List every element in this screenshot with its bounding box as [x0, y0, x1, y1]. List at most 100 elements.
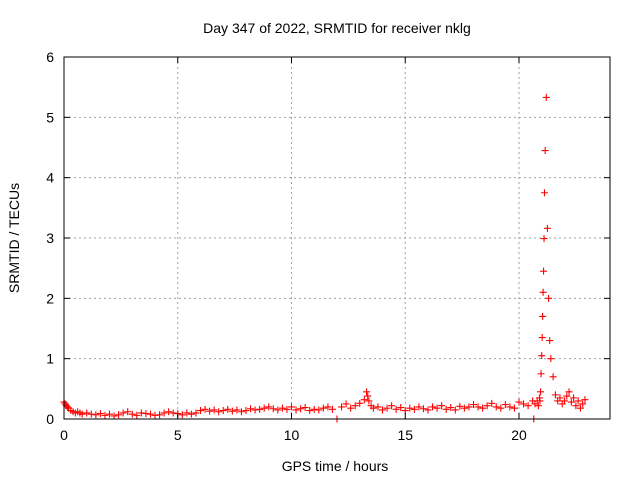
data-point [497, 404, 505, 412]
data-point [197, 407, 204, 415]
data-point [365, 397, 373, 405]
data-point [424, 406, 432, 414]
data-point [429, 403, 437, 411]
data-point [119, 409, 127, 417]
data-point [563, 392, 571, 400]
data-point [406, 404, 414, 412]
x-tick-label: 20 [511, 427, 527, 443]
y-tick-label: 6 [46, 49, 54, 65]
data-point [133, 411, 141, 419]
data-point [142, 410, 150, 418]
data-point [470, 401, 477, 409]
data-point [565, 388, 573, 396]
data-point [351, 402, 359, 410]
data-point [543, 224, 551, 232]
data-point [419, 405, 427, 413]
data-point [567, 398, 575, 406]
data-point [237, 408, 245, 416]
data-point [87, 410, 95, 418]
data-point [538, 352, 546, 360]
data-point [324, 403, 332, 411]
data-point [456, 402, 464, 410]
data-point [356, 399, 364, 407]
chart-title: Day 347 of 2022, SRMTID for receiver nkl… [203, 20, 471, 36]
data-point [540, 235, 548, 243]
data-point [574, 397, 582, 405]
data-point [206, 407, 214, 415]
data-point [539, 288, 547, 296]
y-tick-label: 4 [46, 170, 54, 186]
data-point [537, 370, 545, 378]
data-point [283, 405, 291, 413]
data-point [269, 405, 277, 413]
data-point [78, 410, 86, 418]
data-point [546, 337, 554, 345]
data-point [219, 407, 227, 415]
data-point [561, 397, 568, 405]
data-point [534, 402, 542, 410]
data-point [228, 407, 236, 415]
data-point [483, 402, 491, 410]
data-point [379, 406, 386, 414]
y-tick-label: 2 [46, 290, 54, 306]
data-point [306, 407, 314, 415]
data-point [210, 406, 218, 414]
data-point [415, 403, 423, 411]
data-point [187, 410, 195, 418]
data-point [383, 404, 391, 412]
data-point [315, 406, 323, 414]
y-axis-label: SRMTID / TECUs [6, 183, 22, 293]
data-point [506, 403, 514, 411]
data-point [401, 407, 409, 415]
data-point [556, 394, 564, 402]
data-point [438, 402, 446, 410]
data-point [215, 408, 223, 416]
data-point [224, 405, 232, 413]
axis-ticks: 0 5 10 15 20 0 1 2 3 4 5 6 [46, 49, 610, 443]
y-tick-label: 3 [46, 230, 54, 246]
data-point [297, 405, 305, 413]
data-point [137, 409, 145, 417]
data-point [292, 406, 300, 414]
data-point [545, 294, 553, 302]
data-point [301, 404, 309, 412]
data-point [146, 410, 154, 418]
data-point [537, 388, 545, 396]
data-point [547, 355, 555, 363]
data-point [581, 396, 589, 404]
data-point [397, 404, 405, 412]
data-point [538, 334, 546, 342]
data-point [178, 411, 186, 419]
data-point [576, 404, 584, 412]
data-point [460, 404, 468, 412]
y-tick-label: 1 [46, 351, 54, 367]
data-point [536, 397, 544, 405]
data-point [501, 401, 509, 409]
data-point [360, 396, 368, 404]
data-point [433, 404, 441, 412]
data-point [274, 406, 282, 414]
x-axis-label: GPS time / hours [282, 458, 389, 474]
data-point [256, 405, 264, 413]
data-point [451, 406, 459, 414]
data-point [392, 405, 400, 413]
data-point [247, 405, 255, 413]
data-point [265, 403, 273, 411]
data-point [474, 403, 482, 411]
data-point [63, 403, 71, 411]
data-point [251, 406, 259, 414]
data-point [551, 391, 559, 399]
data-point [442, 405, 450, 413]
data-point [465, 403, 473, 411]
data-point [388, 402, 396, 410]
data-point [524, 402, 532, 410]
data-point [369, 404, 377, 412]
data-point [151, 411, 159, 419]
data-point [479, 404, 487, 412]
data-point [364, 392, 372, 400]
data-point [101, 411, 109, 419]
data-point [165, 408, 173, 416]
data-point [183, 409, 191, 417]
data-point [539, 312, 547, 320]
